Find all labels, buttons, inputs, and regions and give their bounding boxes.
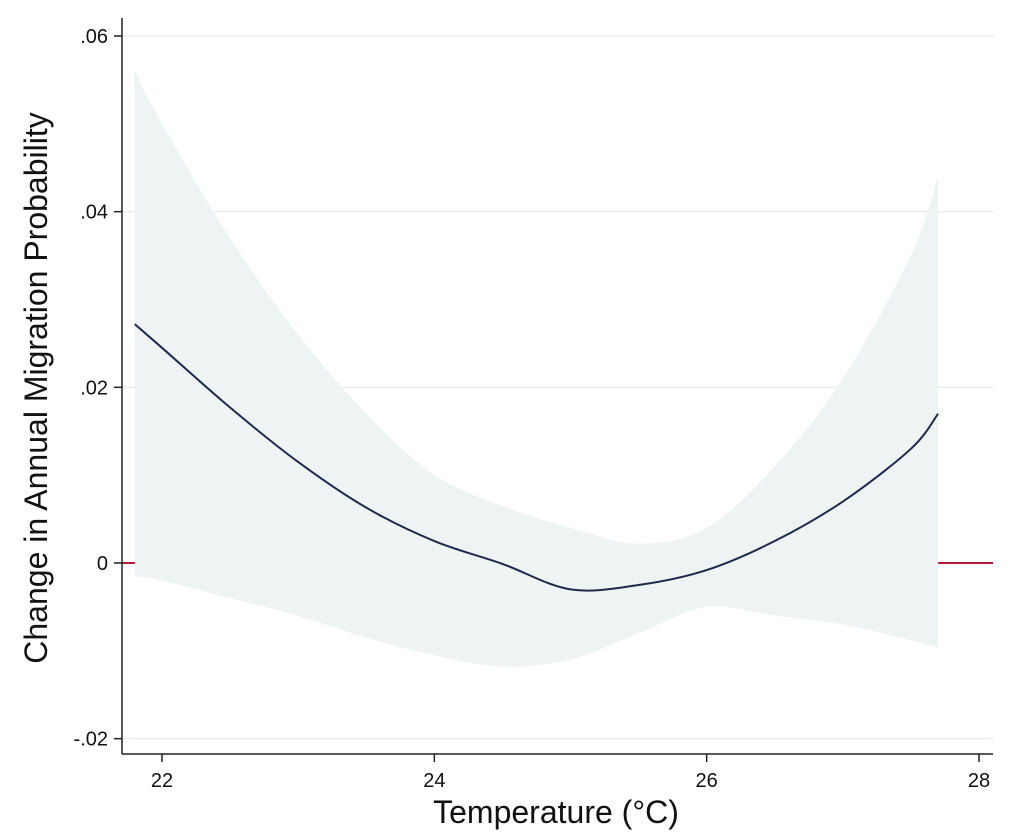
y-axis-title: Change in Annual Migration Probability [18,112,54,663]
y-ticks: -.02 0 .02 .04 .06 [74,26,122,751]
y-tick-label-4: .06 [80,26,108,48]
x-ticks: 22 24 26 28 [151,754,990,792]
x-tick-label-1: 24 [423,770,445,792]
y-tick-label-3: .04 [80,202,108,224]
x-axis-title: Temperature (°C) [433,794,679,830]
x-tick-label-2: 26 [696,770,718,792]
confidence-band [134,71,939,667]
series-line [134,323,939,592]
y-tick-label-2: .02 [80,377,108,399]
y-tick-label-1: 0 [97,553,108,575]
x-tick-label-0: 22 [151,770,173,792]
y-tick-label-0: -.02 [74,729,108,751]
x-tick-label-3: 28 [968,770,990,792]
